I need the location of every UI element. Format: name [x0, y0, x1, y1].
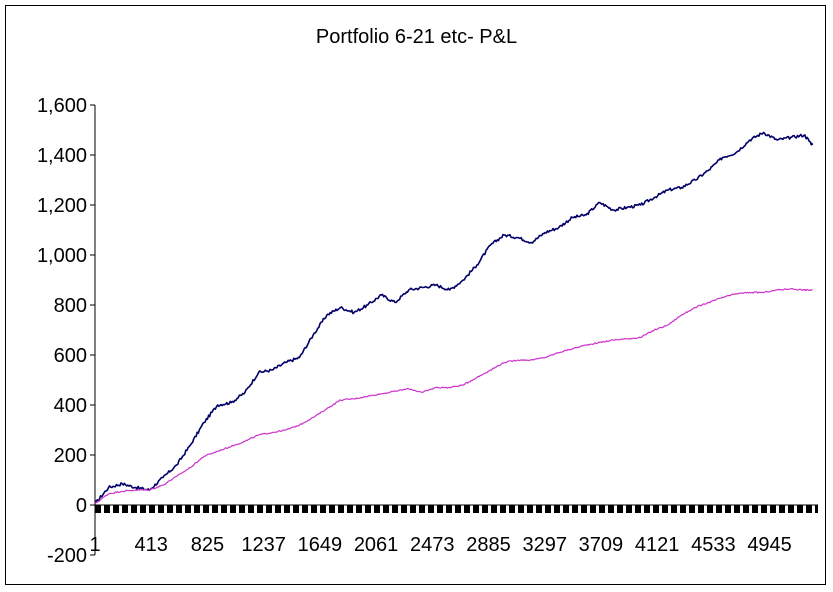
x-tick-label: 1	[89, 534, 100, 556]
y-tick-label: 1,200	[37, 195, 87, 217]
y-tick-label: 600	[54, 345, 87, 367]
chart-title: Portfolio 6-21 etc- P&L	[315, 26, 518, 48]
y-tick-label: 400	[54, 395, 87, 417]
x-tick-label: 2061	[354, 534, 399, 556]
x-tick-label: 1649	[298, 534, 343, 556]
x-tick-label: 3709	[579, 534, 624, 556]
y-tick-label: -200	[47, 545, 87, 567]
x-tick-label: 413	[135, 534, 168, 556]
y-tick-label: 200	[54, 445, 87, 467]
x-tick-label: 4945	[747, 534, 792, 556]
series-layer	[94, 131, 814, 505]
series-line-1	[94, 131, 814, 505]
x-tick-label: 4533	[691, 534, 736, 556]
y-tick-label: 800	[54, 295, 87, 317]
y-tick-label: 1,600	[37, 95, 87, 117]
y-tick-label: 1,400	[37, 145, 87, 167]
series-line-2	[94, 287, 813, 505]
y-tick-label: 0	[76, 495, 87, 517]
x-tick-label: 3297	[522, 534, 567, 556]
x-axis: 1 413 825 1237 1649 2061 2473 2885 3297 3709 4121 4…	[89, 504, 818, 556]
x-tick-label: 2885	[466, 534, 511, 556]
x-tick-label: 4121	[635, 534, 680, 556]
x-tick-label: 1237	[241, 534, 286, 556]
y-tick-label: 1,000	[37, 245, 87, 267]
y-axis: -200 0 200 400 600 800 1,000 1,200 1,400 1,600	[37, 95, 96, 567]
x-tick-label: 825	[191, 534, 224, 556]
x-tick-label: 2473	[410, 534, 455, 556]
